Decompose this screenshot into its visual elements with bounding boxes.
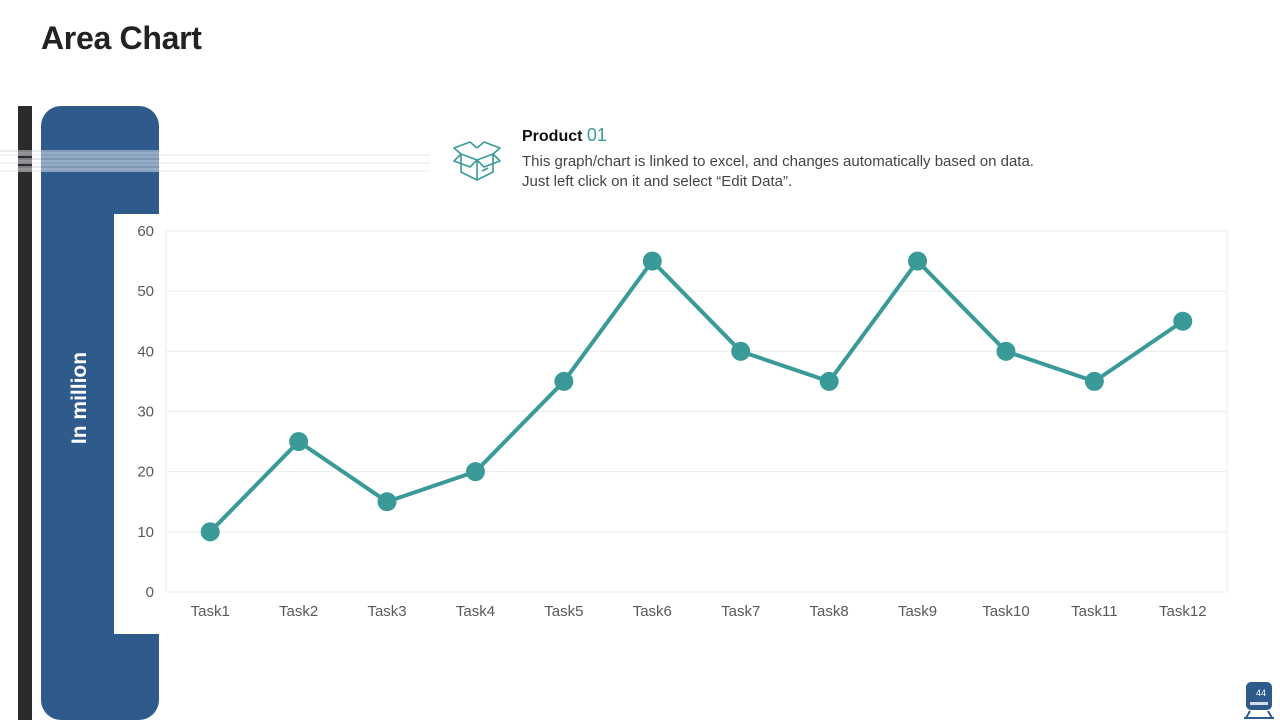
x-tick-label: Task2 <box>279 603 318 620</box>
y-tick-label: 20 <box>137 464 154 481</box>
page-number: 44 <box>1255 688 1266 698</box>
y-axis-caption: In million <box>68 351 91 445</box>
open-box-icon <box>453 141 501 181</box>
data-point <box>377 492 397 512</box>
y-tick-label: 0 <box>146 584 154 601</box>
x-tick-label: Task10 <box>982 603 1030 620</box>
data-point <box>465 462 485 482</box>
x-tick-label: Task5 <box>544 603 583 620</box>
x-tick-label: Task7 <box>721 603 760 620</box>
line-chart: 0 10 20 30 40 50 60 Task1 Task2 Task3 Task4 Task5 Ta… <box>137 223 1228 620</box>
y-tick-label: 50 <box>137 283 154 300</box>
data-point <box>289 432 309 452</box>
x-tick-label: Task6 <box>633 603 672 620</box>
x-tick-label: Task4 <box>456 603 495 620</box>
data-point <box>731 341 751 361</box>
data-point <box>200 522 220 542</box>
x-tick-label: Task11 <box>1071 603 1117 620</box>
description-line-1: This graph/chart is linked to excel, and… <box>522 153 1034 170</box>
y-tick-label: 60 <box>137 223 154 240</box>
x-tick-label: Task1 <box>191 603 230 620</box>
data-point <box>554 371 574 391</box>
y-tick-label: 30 <box>137 404 154 421</box>
product-description: This graph/chart is linked to excel, and… <box>522 152 1034 192</box>
data-point <box>996 341 1016 361</box>
page-title: Area Chart <box>41 20 202 56</box>
x-tick-label: Task3 <box>367 603 406 620</box>
data-point <box>1084 371 1104 391</box>
x-tick-label: Task12 <box>1159 603 1207 620</box>
dark-side-bar <box>18 106 32 720</box>
chart-area <box>114 214 1280 634</box>
data-point <box>908 251 928 271</box>
x-tick-label: Task8 <box>810 603 849 620</box>
y-tick-label: 40 <box>137 343 154 360</box>
data-point <box>1173 311 1193 331</box>
x-tick-label: Task9 <box>898 603 937 620</box>
series-line <box>208 259 1184 534</box>
data-point <box>642 251 662 271</box>
description-line-2: Just left click on it and select “Edit D… <box>522 173 793 190</box>
decorative-stripes <box>0 150 430 172</box>
data-point <box>819 371 839 391</box>
product-number: 01 <box>586 125 607 145</box>
product-heading: Product 01 <box>522 125 607 146</box>
train-icon <box>1244 682 1274 719</box>
product-label: Product <box>522 128 583 145</box>
y-tick-label: 10 <box>137 524 154 541</box>
